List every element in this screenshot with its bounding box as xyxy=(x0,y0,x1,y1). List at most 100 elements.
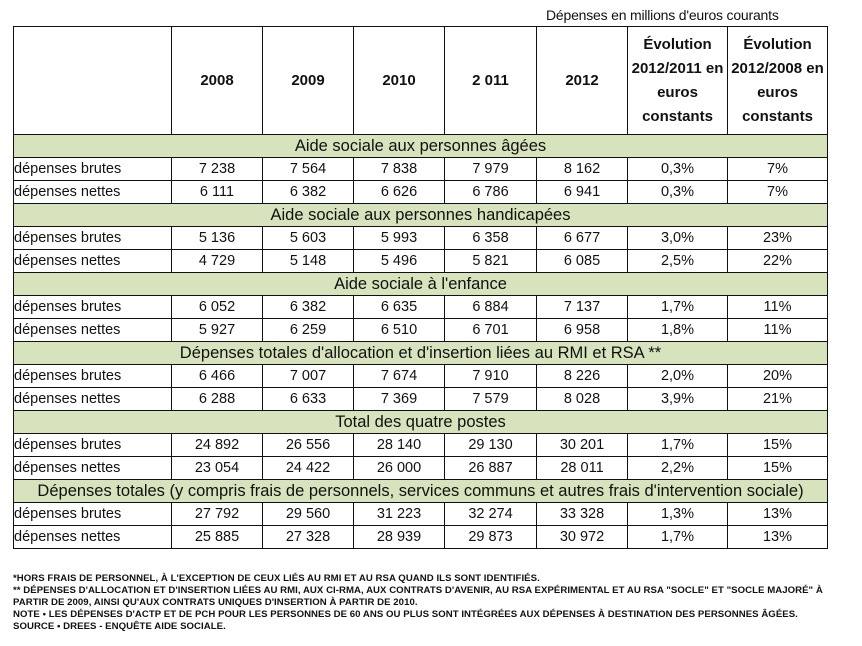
value-cell: 5 136 xyxy=(171,226,263,250)
header-year-2011: 2 011 xyxy=(444,26,537,135)
value-cell: 8 226 xyxy=(536,364,628,388)
value-cell: 7 674 xyxy=(353,364,445,388)
section-row: Dépenses totales (y compris frais de per… xyxy=(13,479,828,503)
table-row: dépenses brutes 6 466 7 007 7 674 7 910 8 226… xyxy=(13,364,828,388)
evolution-cell: 21% xyxy=(727,387,828,411)
footnote-source: Source • DREES - Enquête Aide sociale. xyxy=(13,621,226,632)
value-cell: 5 603 xyxy=(262,226,354,250)
evolution-cell: 1,7% xyxy=(627,295,728,319)
value-cell: 29 560 xyxy=(262,502,354,526)
section-title: Dépenses totales (y compris frais de per… xyxy=(13,479,828,503)
table-row: dépenses brutes 5 136 5 603 5 993 6 358 6 677… xyxy=(13,226,828,250)
value-cell: 6 382 xyxy=(262,180,354,204)
row-label: dépenses nettes xyxy=(13,456,172,480)
evolution-cell: 13% xyxy=(727,525,828,549)
row-label: dépenses nettes xyxy=(13,525,172,549)
value-cell: 27 328 xyxy=(262,525,354,549)
table-row: dépenses brutes 24 892 26 556 28 140 29 130 3… xyxy=(13,433,828,457)
section-row: Aide sociale à l'enfance xyxy=(13,272,828,296)
evolution-cell: 1,7% xyxy=(627,525,728,549)
table-row: dépenses brutes 6 052 6 382 6 635 6 884 7 137… xyxy=(13,295,828,319)
evolution-cell: 7% xyxy=(727,157,828,181)
header-year-2008: 2008 xyxy=(171,26,263,135)
value-cell: 23 054 xyxy=(171,456,263,480)
section-title: Total des quatre postes xyxy=(13,410,828,434)
section-row: Aide sociale aux personnes handicapées xyxy=(13,203,828,227)
footnote-note: Note • Les dépenses d'ACTP et de PCH pou… xyxy=(13,609,798,620)
value-cell: 24 892 xyxy=(171,433,263,457)
value-cell: 7 369 xyxy=(353,387,445,411)
value-cell: 8 162 xyxy=(536,157,628,181)
evolution-cell: 15% xyxy=(727,433,828,457)
value-cell: 5 927 xyxy=(171,318,263,342)
value-cell: 26 887 xyxy=(444,456,537,480)
value-cell: 32 274 xyxy=(444,502,537,526)
value-cell: 7 238 xyxy=(171,157,263,181)
value-cell: 6 085 xyxy=(536,249,628,273)
value-cell: 6 677 xyxy=(536,226,628,250)
value-cell: 7 910 xyxy=(444,364,537,388)
row-label: dépenses nettes xyxy=(13,387,172,411)
value-cell: 24 422 xyxy=(262,456,354,480)
value-cell: 31 223 xyxy=(353,502,445,526)
evolution-cell: 0,3% xyxy=(627,180,728,204)
value-cell: 29 873 xyxy=(444,525,537,549)
value-cell: 27 792 xyxy=(171,502,263,526)
value-cell: 4 729 xyxy=(171,249,263,273)
header-row: 2008 2009 2010 2 011 2012 Évolution 2012… xyxy=(13,26,828,135)
row-label: dépenses brutes xyxy=(13,433,172,457)
value-cell: 6 786 xyxy=(444,180,537,204)
value-cell: 28 939 xyxy=(353,525,445,549)
row-label: dépenses brutes xyxy=(13,226,172,250)
table-body: Aide sociale aux personnes âgées dépenses… xyxy=(13,134,828,549)
value-cell: 6 259 xyxy=(262,318,354,342)
value-cell: 26 556 xyxy=(262,433,354,457)
evolution-cell: 1,7% xyxy=(627,433,728,457)
section-row: Aide sociale aux personnes âgées xyxy=(13,134,828,158)
evolution-cell: 23% xyxy=(727,226,828,250)
table-row: dépenses nettes 23 054 24 422 26 000 26 887 2… xyxy=(13,456,828,480)
row-label: dépenses nettes xyxy=(13,180,172,204)
row-label: dépenses brutes xyxy=(13,157,172,181)
section-title: Aide sociale à l'enfance xyxy=(13,272,828,296)
evolution-cell: 1,8% xyxy=(627,318,728,342)
evolution-cell: 15% xyxy=(727,456,828,480)
value-cell: 29 130 xyxy=(444,433,537,457)
expenditure-table: 2008 2009 2010 2 011 2012 Évolution 2012… xyxy=(13,26,828,549)
value-cell: 28 011 xyxy=(536,456,628,480)
row-label: dépenses brutes xyxy=(13,295,172,319)
value-cell: 6 111 xyxy=(171,180,263,204)
header-year-2012: 2012 xyxy=(536,26,628,135)
value-cell: 6 052 xyxy=(171,295,263,319)
evolution-cell: 1,3% xyxy=(627,502,728,526)
evolution-cell: 13% xyxy=(727,502,828,526)
footnote-rmi-rsa: ** Dépenses d'allocation et d'insertion … xyxy=(13,585,823,608)
table-row: dépenses nettes 6 111 6 382 6 626 6 786 6 941… xyxy=(13,180,828,204)
value-cell: 6 382 xyxy=(262,295,354,319)
footnote-hors-frais: *Hors frais de personnel, à l'exception … xyxy=(13,573,540,584)
evolution-cell: 2,5% xyxy=(627,249,728,273)
value-cell: 6 941 xyxy=(536,180,628,204)
row-label: dépenses nettes xyxy=(13,249,172,273)
section-title: Dépenses totales d'allocation et d'inser… xyxy=(13,341,828,365)
evolution-cell: 3,0% xyxy=(627,226,728,250)
value-cell: 6 701 xyxy=(444,318,537,342)
row-label: dépenses brutes xyxy=(13,502,172,526)
evolution-cell: 0,3% xyxy=(627,157,728,181)
evolution-cell: 7% xyxy=(727,180,828,204)
section-row: Total des quatre postes xyxy=(13,410,828,434)
value-cell: 5 496 xyxy=(353,249,445,273)
value-cell: 8 028 xyxy=(536,387,628,411)
table-row: dépenses brutes 7 238 7 564 7 838 7 979 8 162… xyxy=(13,157,828,181)
value-cell: 25 885 xyxy=(171,525,263,549)
value-cell: 6 958 xyxy=(536,318,628,342)
value-cell: 6 626 xyxy=(353,180,445,204)
value-cell: 6 466 xyxy=(171,364,263,388)
value-cell: 33 328 xyxy=(536,502,628,526)
unit-note: Dépenses en millions d'euros courants xyxy=(546,7,779,23)
row-label: dépenses nettes xyxy=(13,318,172,342)
table-row: dépenses brutes 27 792 29 560 31 223 32 274 3… xyxy=(13,502,828,526)
value-cell: 5 993 xyxy=(353,226,445,250)
value-cell: 7 564 xyxy=(262,157,354,181)
table-row: dépenses nettes 6 288 6 633 7 369 7 579 8 028… xyxy=(13,387,828,411)
